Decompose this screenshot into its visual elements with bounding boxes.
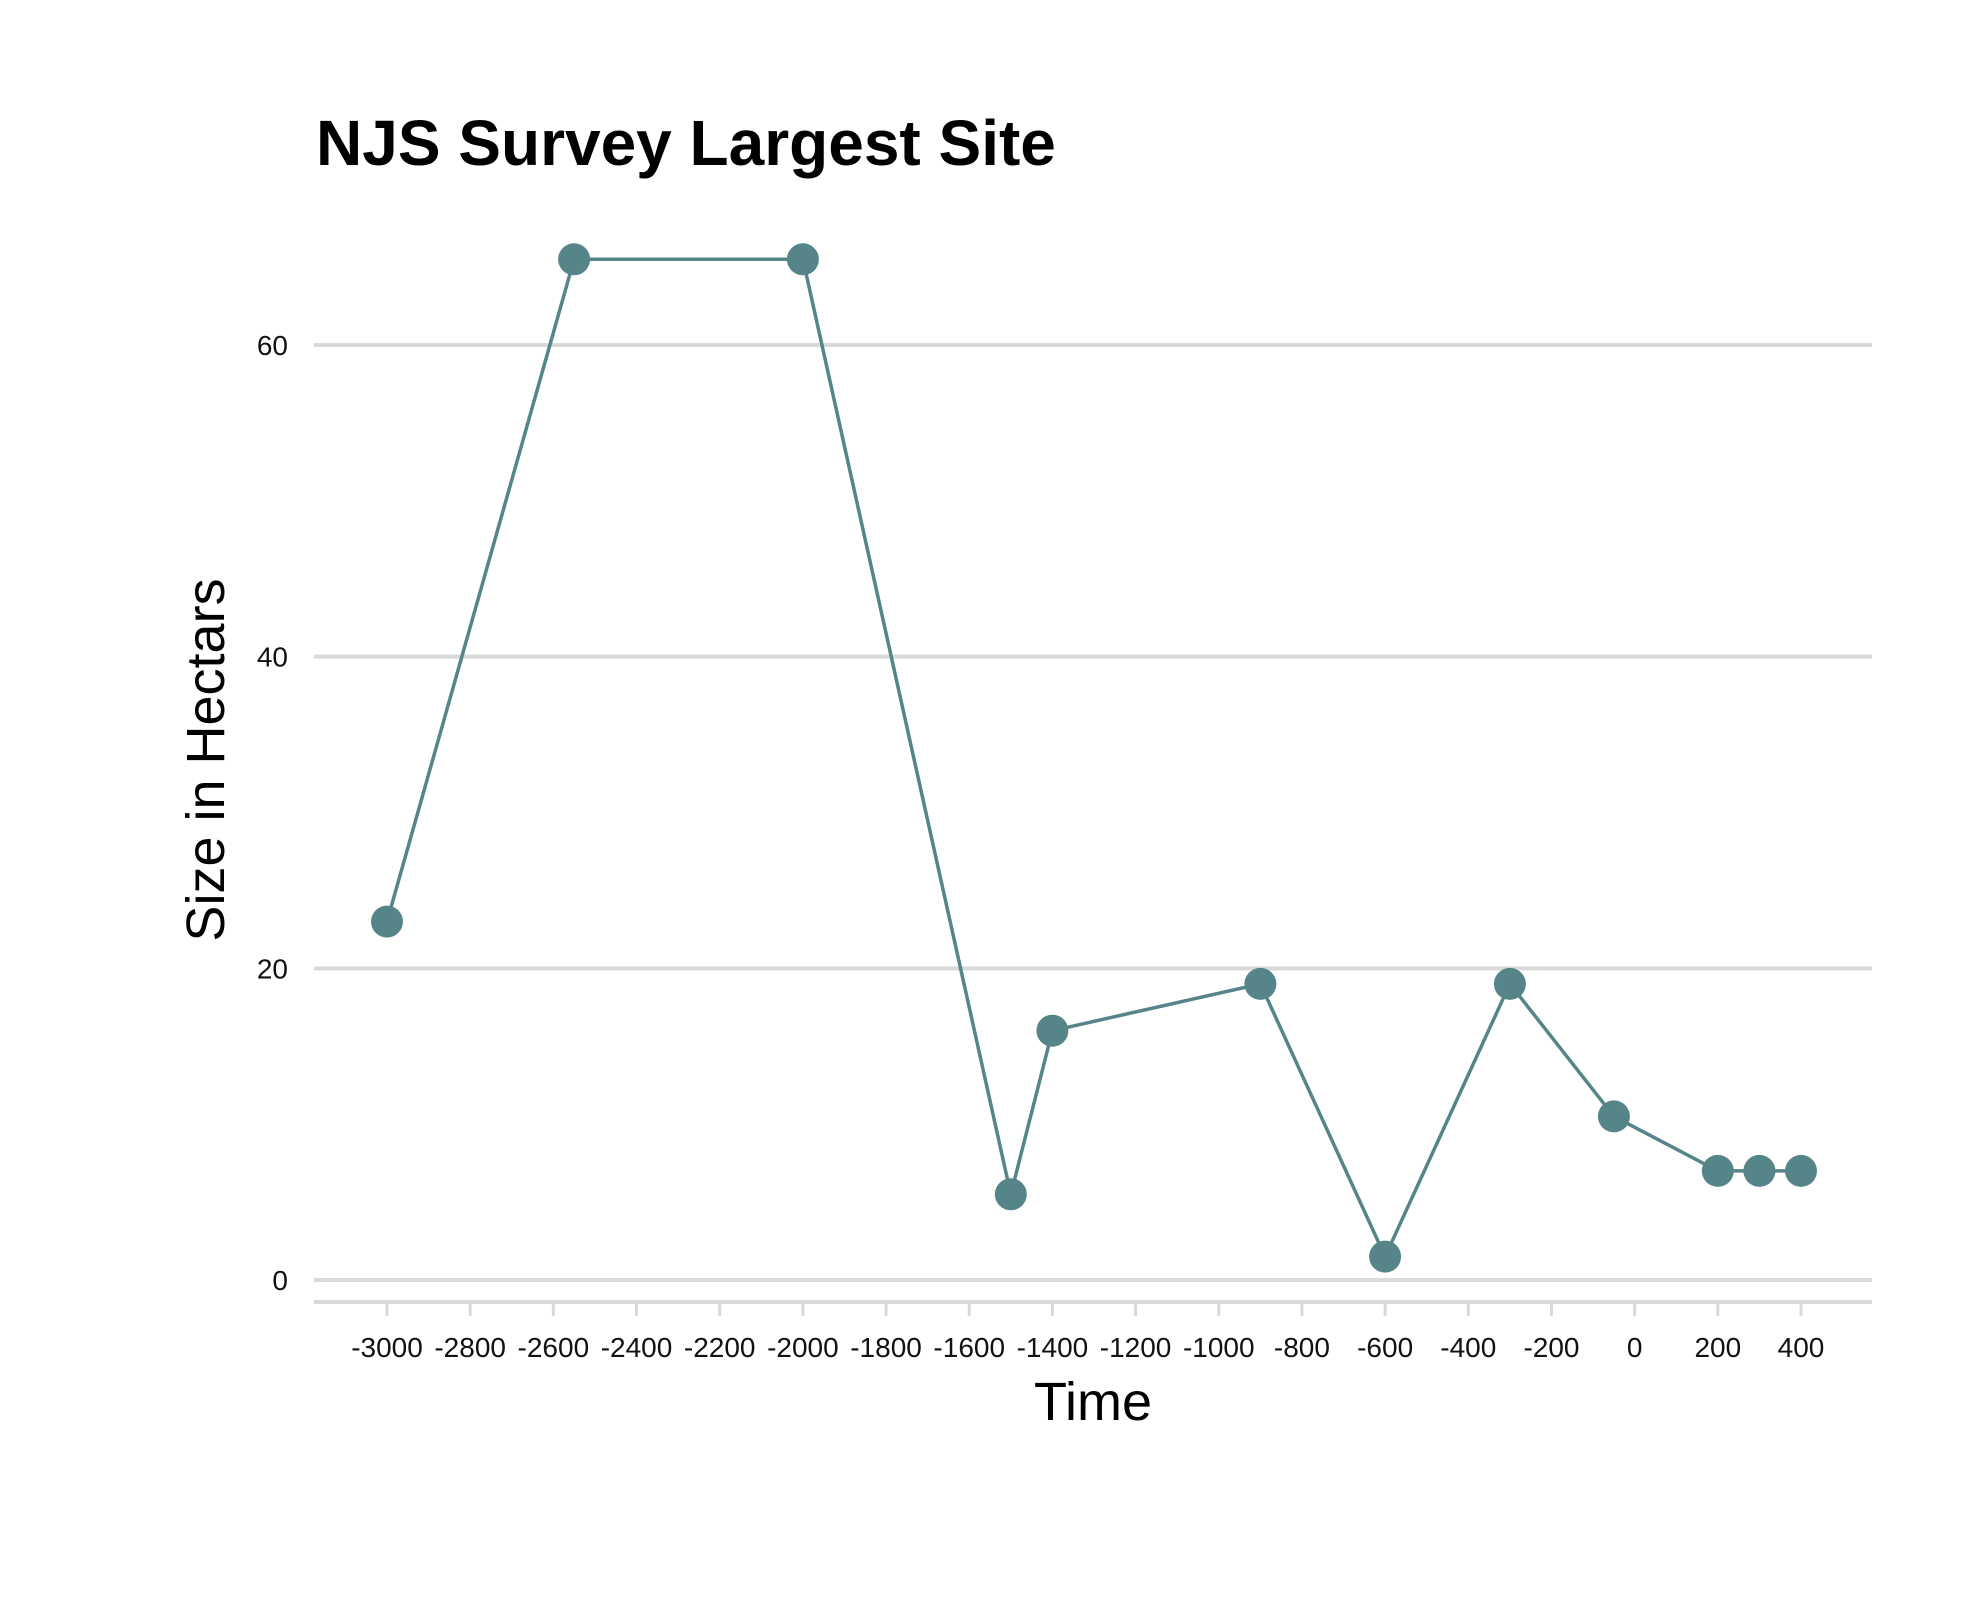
x-tick-label: -3000 [351, 1332, 423, 1363]
x-axis [314, 1300, 1872, 1316]
x-tick-label: -2800 [434, 1332, 506, 1363]
x-tick-label: -200 [1523, 1332, 1579, 1363]
x-axis-tick-labels: -3000 -2800 -2600 -2400 -2200 -2000 -1800 -1600… [351, 1332, 1824, 1363]
y-tick-label: 60 [257, 330, 288, 361]
data-point [1743, 1154, 1776, 1187]
y-tick-label: 20 [257, 953, 288, 984]
x-tick-label: -400 [1440, 1332, 1496, 1363]
data-point [1785, 1154, 1817, 1187]
data-point [1597, 1100, 1630, 1133]
x-axis-title: Time [1034, 1372, 1152, 1432]
x-tick-label: -2400 [601, 1332, 673, 1363]
data-series [371, 243, 1817, 1273]
x-tick-label: -1800 [850, 1332, 922, 1363]
data-point [1701, 1154, 1734, 1187]
x-tick-label: -2600 [518, 1332, 590, 1363]
x-tick-label: -600 [1357, 1332, 1413, 1363]
x-tick-label: -800 [1274, 1332, 1330, 1363]
data-point [994, 1178, 1027, 1211]
y-axis-tick-labels: 0 20 40 60 [257, 330, 288, 1296]
x-tick-label: -1000 [1183, 1332, 1255, 1363]
data-point [1369, 1240, 1402, 1273]
y-axis-title: Size in Hectars [176, 578, 236, 941]
series-line [385, 257, 1801, 1261]
x-tick-label: -1600 [933, 1332, 1005, 1363]
data-point [786, 243, 819, 276]
y-tick-label: 40 [257, 642, 288, 673]
x-tick-label: 0 [1627, 1332, 1643, 1363]
data-point [1493, 967, 1526, 1000]
data-point [371, 905, 403, 938]
x-tick-label: 200 [1694, 1332, 1741, 1363]
gridlines [314, 343, 1872, 1282]
x-tick-label: -2200 [684, 1332, 756, 1363]
y-tick-label: 0 [272, 1265, 288, 1296]
x-tick-label: -1400 [1017, 1332, 1089, 1363]
x-tick-label: -1200 [1100, 1332, 1172, 1363]
data-point [1244, 967, 1277, 1000]
data-point [1036, 1014, 1069, 1047]
data-point [558, 243, 591, 276]
x-tick-label: 400 [1778, 1332, 1825, 1363]
x-tick-label: -2000 [767, 1332, 839, 1363]
chart-title: NJS Survey Largest Site [316, 107, 1056, 179]
